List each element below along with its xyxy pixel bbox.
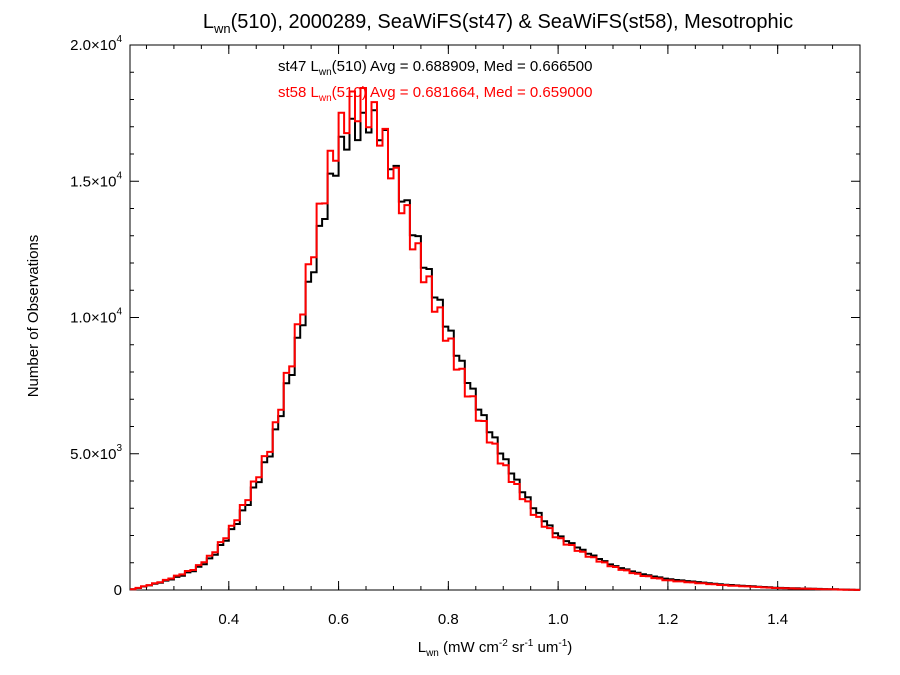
x-label-sup3: -1 <box>558 638 567 649</box>
x-tick-label: 0.6 <box>328 611 349 628</box>
x-tick-label: 1.4 <box>767 611 788 628</box>
y-tick-mantissa: 5.0×10 <box>70 446 116 463</box>
chart-title-rest: (510), 2000289, SeaWiFS(st47) & SeaWiFS(… <box>231 11 793 33</box>
x-label-sup1: -2 <box>499 638 508 649</box>
y-tick-mantissa: 0 <box>114 582 122 599</box>
x-label-sup2: -1 <box>524 638 533 649</box>
x-tick-label: 0.4 <box>218 611 239 628</box>
y-tick-exponent: 4 <box>116 34 122 45</box>
legend-st58-prefix: st58 L <box>278 84 319 101</box>
x-tick-label: 0.8 <box>438 611 459 628</box>
x-tick-label: 1.0 <box>548 611 569 628</box>
y-tick-label: 0 <box>114 582 122 599</box>
legend-st47-sub: wn <box>318 67 332 78</box>
y-tick-label: 1.0×104 <box>70 307 122 327</box>
legend-st58-sub: wn <box>318 93 332 104</box>
y-tick-mantissa: 1.5×10 <box>70 173 116 190</box>
chart-title: Lwn(510), 2000289, SeaWiFS(st47) & SeaWi… <box>203 11 793 36</box>
y-tick-label: 2.0×104 <box>70 34 122 54</box>
legend-st47-prefix: st47 L <box>278 58 319 75</box>
legend-st47-rest: (510) Avg = 0.688909, Med = 0.666500 <box>332 58 593 75</box>
y-tick-label: 5.0×103 <box>70 443 122 463</box>
x-label-close: ) <box>567 639 572 656</box>
y-tick-mantissa: 2.0×10 <box>70 37 116 54</box>
x-label-L: L <box>418 639 426 656</box>
y-tick-exponent: 4 <box>116 307 122 318</box>
x-label-sr: sr <box>508 639 525 656</box>
x-label-units: (mW cm <box>439 639 499 656</box>
chart-title-sub: wn <box>213 21 231 36</box>
y-axis-label: Number of Observations <box>25 235 42 398</box>
y-tick-label: 1.5×104 <box>70 170 122 190</box>
x-axis-label: Lwn (mW cm-2 sr-1 um-1) <box>418 638 573 659</box>
legend-st58-rest: (510) Avg = 0.681664, Med = 0.659000 <box>332 84 593 101</box>
y-tick-exponent: 4 <box>116 170 122 181</box>
series-st58-line <box>130 87 860 591</box>
chart-title-prefix: L <box>203 11 214 33</box>
x-label-um: um <box>533 639 558 656</box>
y-tick-mantissa: 1.0×10 <box>70 310 116 327</box>
x-tick-label: 1.2 <box>657 611 678 628</box>
y-tick-exponent: 3 <box>116 443 122 454</box>
legend-st47: st47 Lwn(510) Avg = 0.688909, Med = 0.66… <box>278 58 592 78</box>
histogram-series <box>130 87 860 591</box>
x-label-sub: wn <box>425 648 439 659</box>
x-axis-ticks: 0.4 0.6 0.8 1.0 1.2 1.4 <box>145 45 834 628</box>
legend-st58: st58 Lwn(510) Avg = 0.681664, Med = 0.65… <box>278 84 592 104</box>
